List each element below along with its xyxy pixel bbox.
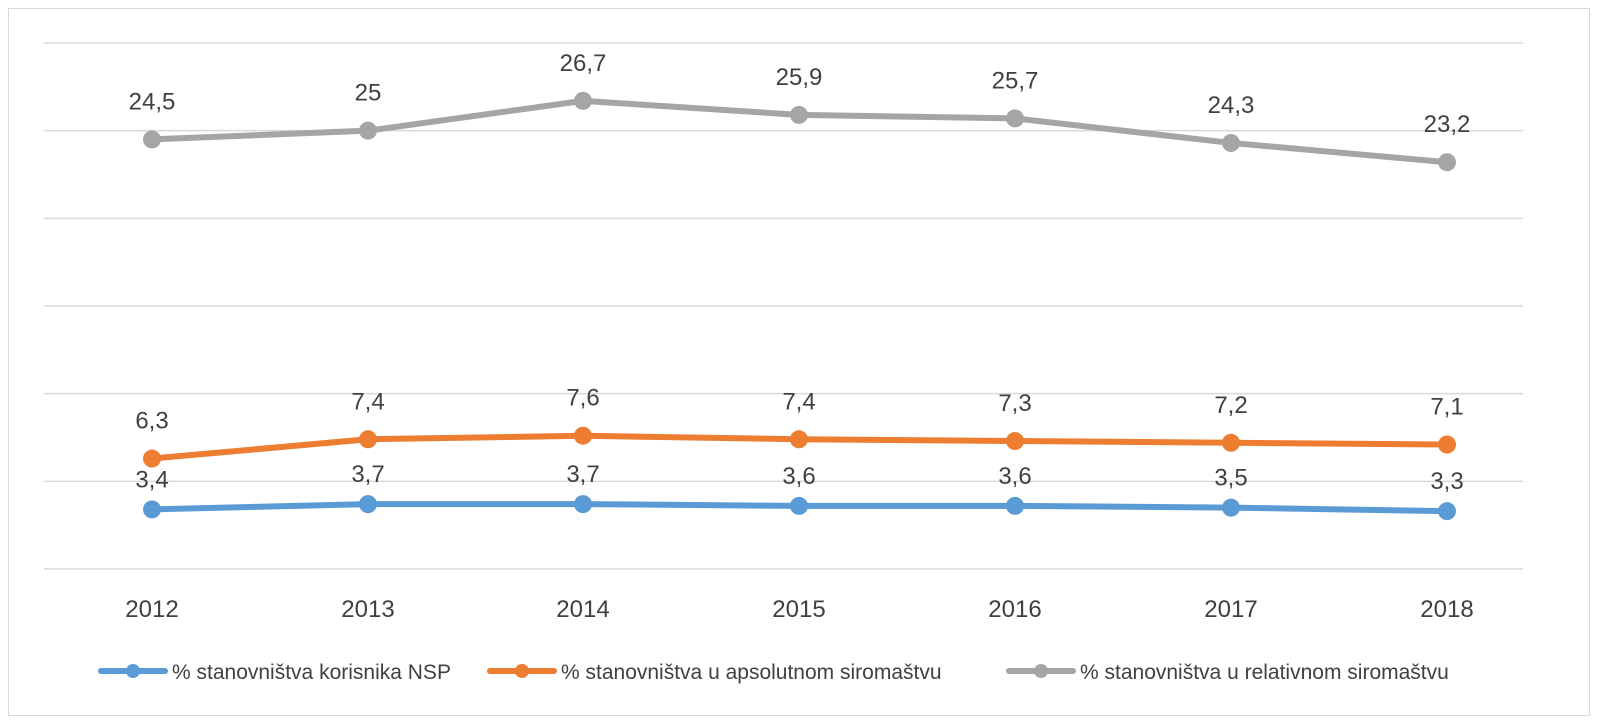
- data-label: 3,6: [782, 463, 815, 490]
- data-point: [574, 426, 592, 445]
- data-label: 7,4: [351, 388, 384, 415]
- data-point: [790, 105, 808, 124]
- x-tick-label: 2015: [772, 596, 825, 623]
- data-point: [1222, 133, 1240, 152]
- data-point: [1222, 433, 1240, 452]
- data-point: [574, 495, 592, 514]
- data-label: 6,3: [135, 408, 168, 435]
- legend-item: % stanovništva u apsolutnom siromaštvu: [487, 661, 942, 684]
- legend-label: % stanovništva u relativnom siromaštvu: [1080, 661, 1449, 684]
- data-point: [143, 500, 161, 519]
- data-label: 7,4: [782, 388, 815, 415]
- data-point: [1006, 432, 1024, 451]
- x-axis: 2012 2013 2014 2015 2016 2017 2018: [125, 596, 1473, 623]
- data-label: 26,7: [560, 50, 607, 77]
- data-label: 3,7: [351, 461, 384, 488]
- data-label: 3,4: [135, 466, 168, 493]
- x-tick-label: 2016: [988, 596, 1041, 623]
- data-point: [1438, 502, 1456, 521]
- legend-swatch-marker: [515, 664, 529, 678]
- data-point: [143, 449, 161, 468]
- data-labels: 3,4 3,7 3,7 3,6 3,6 3,5 3,3 6,3 7,4 7,6 7,4 7,3 7,2 7…: [129, 50, 1471, 495]
- data-label: 24,5: [129, 88, 176, 115]
- data-point: [1006, 109, 1024, 128]
- data-point: [1006, 496, 1024, 515]
- legend: % stanovništva korisnika NSP % stanovništ…: [98, 661, 1449, 684]
- legend-item: % stanovništva u relativnom siromaštvu: [1006, 661, 1449, 684]
- data-point: [790, 430, 808, 449]
- x-tick-label: 2014: [556, 596, 609, 623]
- data-label: 23,2: [1424, 111, 1471, 138]
- legend-label: % stanovništva korisnika NSP: [172, 661, 451, 684]
- data-point: [574, 91, 592, 110]
- data-point: [359, 430, 377, 449]
- data-point: [143, 130, 161, 149]
- data-label: 3,7: [566, 461, 599, 488]
- gridlines: [44, 42, 1523, 570]
- data-point: [359, 495, 377, 514]
- data-label: 25,9: [776, 64, 823, 91]
- legend-swatch-marker: [126, 664, 140, 678]
- chart-frame: [8, 8, 1590, 716]
- legend-label: % stanovništva u apsolutnom siromaštvu: [561, 661, 942, 684]
- legend-item: % stanovništva korisnika NSP: [98, 661, 451, 684]
- data-label: 24,3: [1208, 92, 1255, 119]
- data-label: 3,5: [1214, 465, 1247, 492]
- data-point: [790, 496, 808, 515]
- data-point: [359, 121, 377, 140]
- data-label: 25: [355, 80, 382, 107]
- x-tick-label: 2013: [341, 596, 394, 623]
- data-point: [1222, 498, 1240, 517]
- data-label: 7,3: [998, 390, 1031, 417]
- data-point: [1438, 153, 1456, 172]
- data-label: 7,1: [1430, 394, 1463, 421]
- x-tick-label: 2012: [125, 596, 178, 623]
- data-label: 7,2: [1214, 392, 1247, 419]
- x-tick-label: 2018: [1420, 596, 1473, 623]
- series-layer: [143, 91, 1456, 521]
- data-label: 3,3: [1430, 468, 1463, 495]
- legend-swatch-marker: [1034, 664, 1048, 678]
- x-tick-label: 2017: [1204, 596, 1257, 623]
- data-label: 7,6: [566, 385, 599, 412]
- data-point: [1438, 435, 1456, 454]
- data-label: 3,6: [998, 463, 1031, 490]
- data-label: 25,7: [992, 67, 1039, 94]
